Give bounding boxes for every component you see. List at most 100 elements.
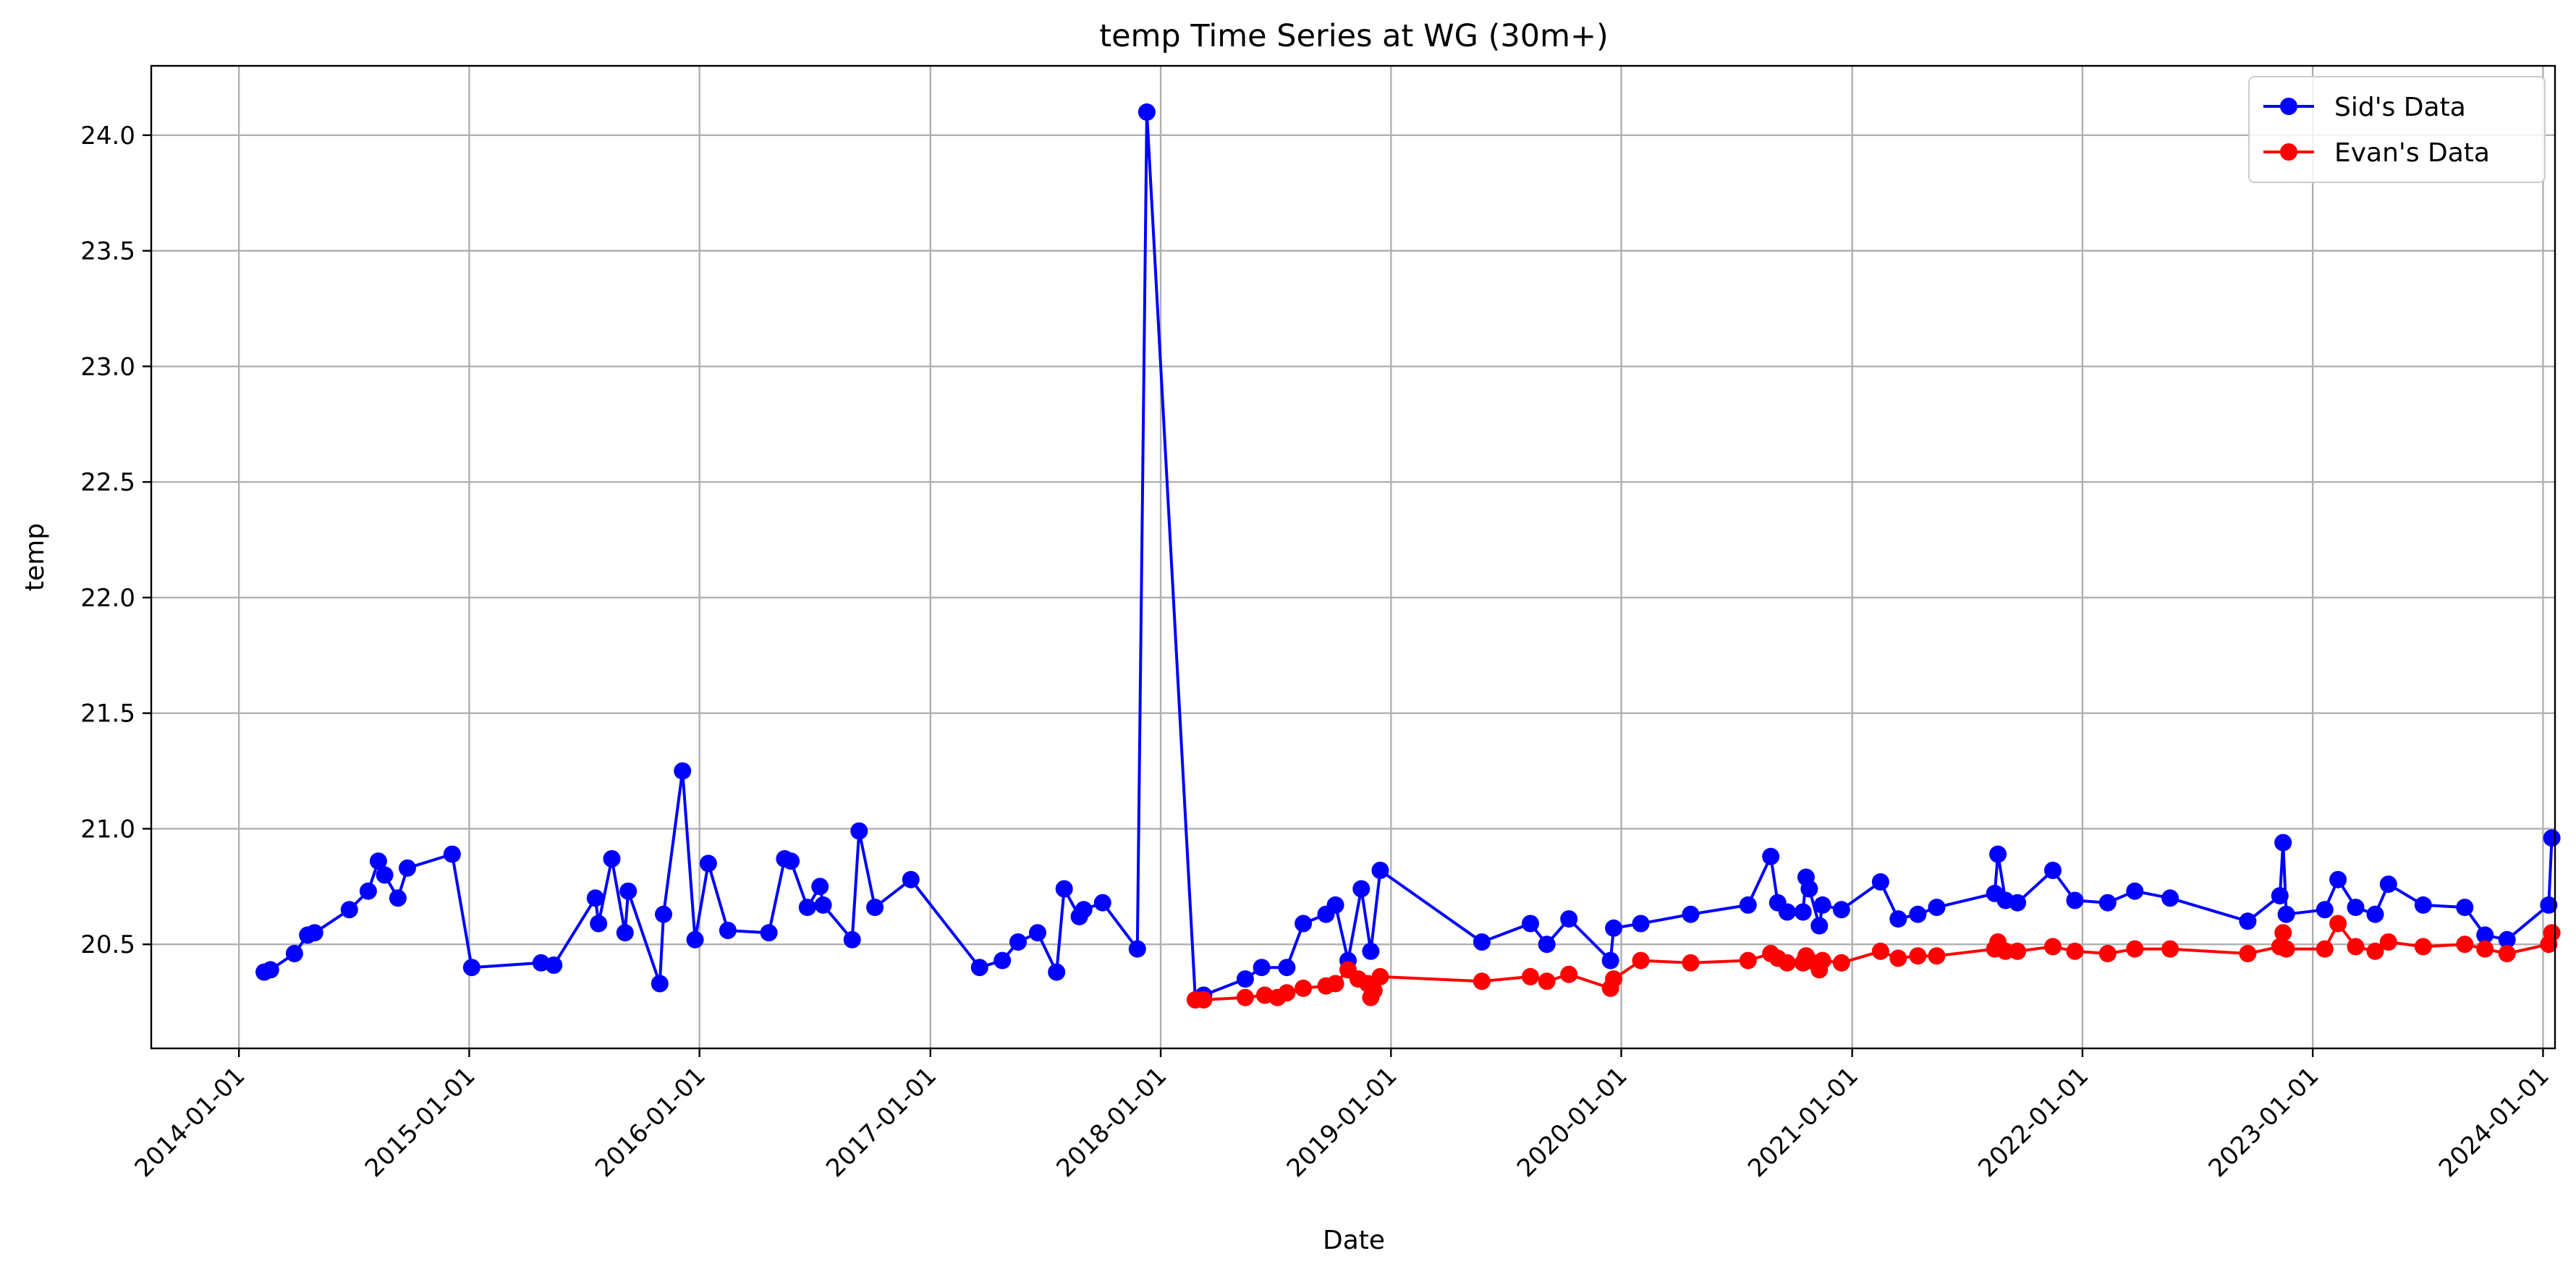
- data-point-sids-data: [1236, 970, 1254, 988]
- data-point-sids-data: [1778, 903, 1796, 921]
- data-point-sids-data: [1810, 917, 1829, 935]
- y-tick-label: 22.0: [80, 584, 135, 613]
- data-point-evans-data: [2379, 933, 2397, 951]
- data-point-sids-data: [1055, 880, 1073, 898]
- data-point-sids-data: [1522, 915, 1539, 933]
- data-point-sids-data: [1362, 942, 1380, 960]
- data-point-sids-data: [2277, 905, 2295, 923]
- data-point-sids-data: [902, 870, 920, 888]
- data-point-evans-data: [1560, 965, 1578, 983]
- data-point-sids-data: [1889, 910, 1907, 928]
- data-point-evans-data: [2476, 940, 2494, 958]
- data-point-sids-data: [1075, 901, 1093, 919]
- data-point-sids-data: [1560, 910, 1578, 928]
- y-axis: 20.5 21.0 21.5 22.0 22.5 23.0 23.5 24.0: [80, 122, 151, 959]
- data-point-sids-data: [674, 762, 692, 780]
- data-point-evans-data: [2456, 936, 2474, 954]
- data-point-evans-data: [2347, 938, 2365, 956]
- data-point-sids-data: [2316, 901, 2334, 919]
- data-point-evans-data: [2274, 924, 2292, 942]
- data-point-evans-data: [1813, 951, 1831, 970]
- data-point-sids-data: [1682, 905, 1700, 923]
- data-point-evans-data: [1473, 972, 1491, 990]
- data-point-evans-data: [1889, 949, 1907, 967]
- data-point-sids-data: [2476, 926, 2494, 944]
- data-point-evans-data: [1278, 984, 1296, 1002]
- data-point-evans-data: [2543, 924, 2561, 942]
- data-point-sids-data: [1137, 103, 1156, 121]
- y-tick-label: 20.5: [80, 930, 135, 959]
- data-point-sids-data: [376, 866, 394, 884]
- data-point-evans-data: [2414, 938, 2432, 956]
- data-point-sids-data: [866, 899, 884, 917]
- data-point-evans-data: [2239, 945, 2257, 962]
- data-point-evans-data: [1996, 942, 2014, 960]
- y-tick-label: 23.5: [80, 237, 135, 266]
- data-point-sids-data: [462, 959, 480, 977]
- y-tick-label: 22.5: [80, 468, 135, 497]
- data-point-sids-data: [369, 852, 387, 870]
- data-point-sids-data: [586, 889, 604, 907]
- data-point-evans-data: [1682, 954, 1700, 972]
- data-point-evans-data: [1778, 954, 1796, 972]
- legend-label-sids-data: Sid's Data: [2334, 93, 2466, 122]
- data-point-sids-data: [1800, 880, 1818, 898]
- data-point-sids-data: [1295, 915, 1313, 933]
- data-point-sids-data: [811, 878, 829, 896]
- legend-box: [2248, 76, 2546, 183]
- x-axis-label: Date: [1323, 1226, 1385, 1255]
- data-point-sids-data: [1029, 924, 1046, 942]
- data-point-sids-data: [655, 905, 672, 923]
- data-point-sids-data: [1871, 873, 1889, 891]
- data-point-sids-data: [2498, 930, 2516, 949]
- data-point-sids-data: [1093, 894, 1111, 912]
- data-point-evans-data: [1538, 972, 1556, 990]
- data-point-sids-data: [545, 956, 563, 974]
- data-point-sids-data: [2066, 891, 2084, 909]
- data-point-sids-data: [603, 850, 621, 867]
- data-point-sids-data: [399, 859, 416, 877]
- data-point-evans-data: [2329, 915, 2347, 933]
- data-point-evans-data: [1605, 970, 1623, 988]
- data-point-sids-data: [2366, 905, 2384, 923]
- data-point-evans-data: [1632, 951, 1650, 970]
- data-point-sids-data: [1928, 899, 1946, 917]
- data-point-sids-data: [1326, 896, 1344, 914]
- y-tick-label: 23.0: [80, 352, 135, 381]
- data-point-sids-data: [1632, 915, 1650, 933]
- data-point-sids-data: [340, 901, 358, 919]
- data-point-sids-data: [798, 899, 816, 917]
- data-point-evans-data: [1909, 947, 1927, 965]
- data-point-evans-data: [1871, 942, 1889, 960]
- grid: [151, 66, 2555, 1048]
- data-point-sids-data: [2044, 862, 2062, 879]
- data-point-sids-data: [2456, 899, 2474, 917]
- data-point-sids-data: [1832, 901, 1850, 919]
- data-point-sids-data: [1009, 933, 1027, 951]
- data-point-sids-data: [2329, 870, 2347, 888]
- data-point-evans-data: [2316, 940, 2334, 958]
- data-point-sids-data: [2540, 896, 2558, 914]
- data-point-sids-data: [814, 896, 832, 914]
- y-axis-label: temp: [20, 523, 50, 591]
- data-point-sids-data: [719, 922, 737, 939]
- data-point-sids-data: [686, 930, 704, 949]
- data-point-sids-data: [305, 924, 323, 942]
- data-point-sids-data: [619, 882, 637, 900]
- plot-frame: [150, 64, 2556, 1050]
- data-point-sids-data: [1909, 905, 1927, 923]
- data-point-sids-data: [2009, 894, 2027, 912]
- data-point-evans-data: [2044, 938, 2062, 956]
- series-evans-data: [1187, 915, 2561, 1009]
- data-point-sids-data: [285, 945, 303, 962]
- data-point-sids-data: [970, 959, 988, 977]
- data-point-sids-data: [1371, 862, 1389, 879]
- data-point-sids-data: [1278, 959, 1296, 977]
- legend: Sid's Data Evan's Data: [2248, 76, 2546, 183]
- data-point-sids-data: [850, 822, 868, 840]
- data-point-evans-data: [2277, 940, 2295, 958]
- data-point-sids-data: [1601, 951, 1619, 970]
- legend-label-evans-data: Evan's Data: [2334, 138, 2490, 168]
- data-point-sids-data: [2379, 875, 2397, 894]
- data-point-sids-data: [590, 915, 608, 933]
